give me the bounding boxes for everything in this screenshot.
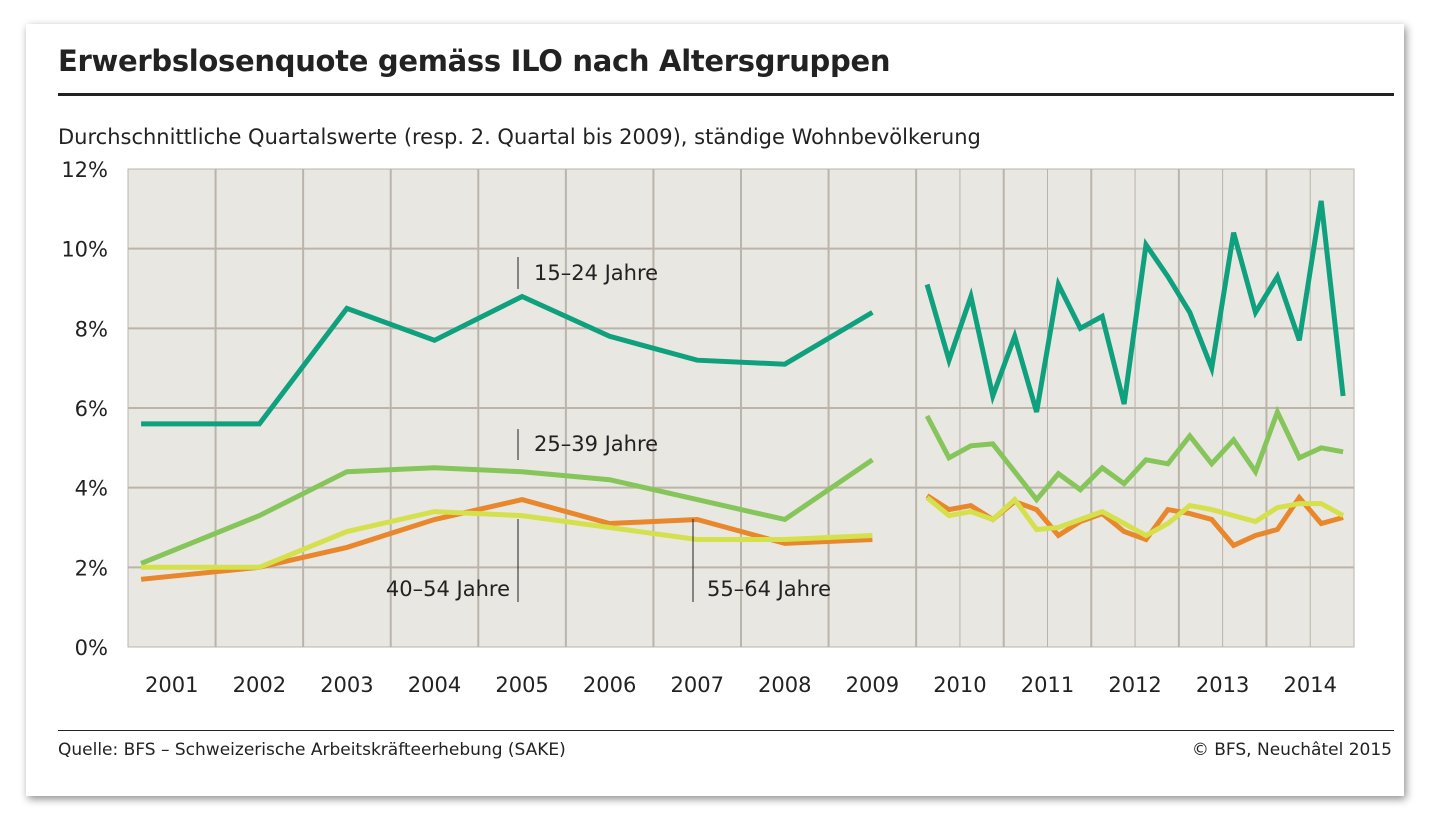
series-line-annual-40-54	[140, 497, 873, 582]
x-tick-label: 2006	[583, 673, 636, 697]
annotation-label-15-24: 15–24 Jahre	[534, 261, 658, 285]
series-line-annual-55-64	[141, 509, 873, 570]
x-tick-label: 2002	[233, 673, 286, 697]
y-tick-label: 6%	[75, 397, 108, 421]
line-chart: 0%2%4%6%8%10%12% 2001 2002 2003 2004 2005 200…	[61, 158, 1355, 697]
y-axis-ticks: 0% 2% 4% 6% 8% 10% 12%	[61, 158, 108, 660]
series-group	[140, 200, 1346, 582]
x-tick-label: 2007	[670, 673, 723, 697]
x-axis-ticks: 2001 2002 2003 2004 2005 2006 2007 2008 2009 2010…	[145, 673, 1337, 697]
chart-subtitle: Durchschnittliche Quartalswerte (resp. 2…	[58, 125, 981, 149]
source-note: Quelle: BFS – Schweizerische Arbeitskräf…	[58, 740, 566, 760]
x-tick-label: 2009	[846, 673, 899, 697]
series-line-annual-25-39	[140, 457, 874, 566]
annotations-group: 15–24 Jahre 25–39 Jahre 40–54 Jahre 55–6…	[386, 257, 831, 602]
chart-title: Erwerbslosenquote gemäss ILO nach Alters…	[58, 44, 891, 78]
chart-card: Erwerbslosenquote gemäss ILO nach Alters…	[26, 24, 1404, 796]
x-tick-label: 2005	[495, 673, 548, 697]
series-line-quarterly-55-64	[925, 495, 1345, 539]
x-tick-label: 2004	[408, 673, 461, 697]
x-tick-label: 2012	[1108, 673, 1161, 697]
y-tick-label: 0%	[75, 636, 108, 660]
y-tick-label: 10%	[61, 238, 108, 262]
copyright-note: © BFS, Neuchâtel 2015	[1191, 740, 1392, 760]
series-line-quarterly-15-24	[924, 200, 1346, 413]
annotation-label-40-54: 40–54 Jahre	[386, 577, 510, 601]
x-tick-label: 2014	[1283, 673, 1336, 697]
annotation-label-55-64: 55–64 Jahre	[707, 577, 831, 601]
y-tick-label: 8%	[75, 317, 108, 341]
x-tick-label: 2001	[145, 673, 198, 697]
series-line-annual-15-24	[141, 293, 874, 427]
x-tick-label: 2013	[1196, 673, 1249, 697]
annotation-label-25-39: 25–39 Jahre	[534, 432, 658, 456]
y-tick-label: 2%	[75, 556, 108, 580]
x-tick-label: 2010	[933, 673, 986, 697]
y-tick-label: 4%	[75, 477, 108, 501]
footer-divider	[58, 730, 1394, 731]
x-tick-label: 2011	[1021, 673, 1074, 697]
y-tick-label: 12%	[61, 158, 108, 182]
x-tick-label: 2008	[758, 673, 811, 697]
series-line-quarterly-25-39	[924, 405, 1344, 504]
title-divider	[58, 93, 1394, 96]
x-tick-label: 2003	[320, 673, 373, 697]
